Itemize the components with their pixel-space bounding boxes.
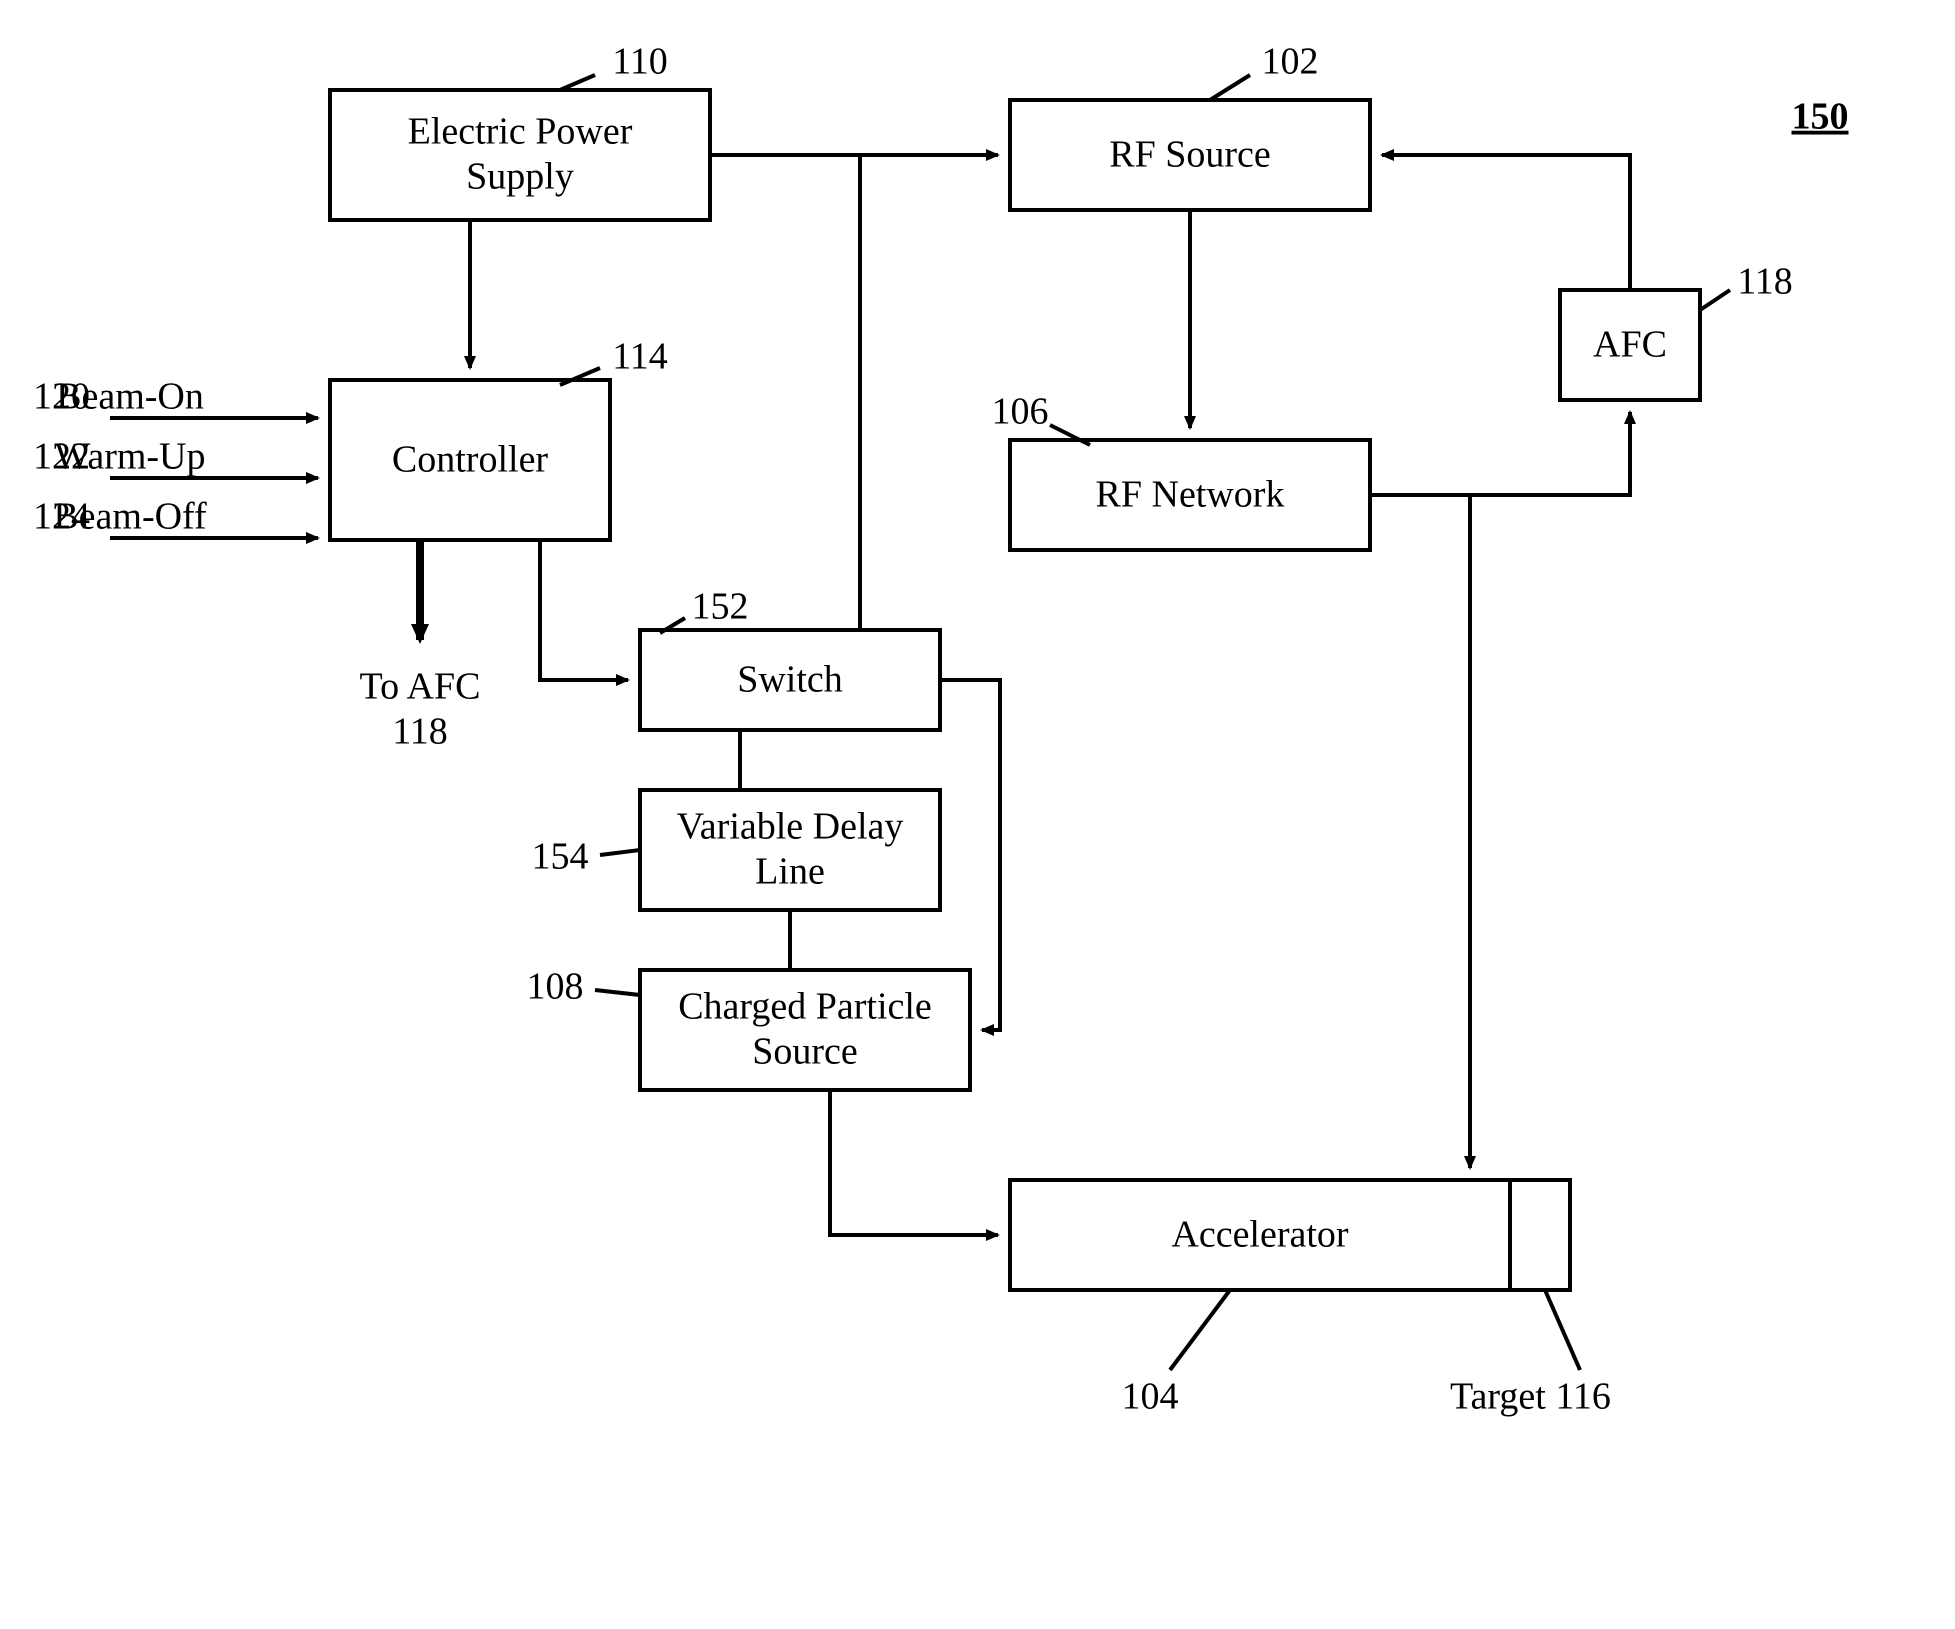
leader-target [1545,1290,1580,1370]
leader-118 [1700,290,1730,310]
node-power-supply: Electric Power Supply [330,90,710,220]
edge-rfnetwork-to-afc [1470,412,1630,495]
node-accelerator: Accelerator [1010,1180,1570,1290]
input-beam-on: 120 Beam-On [33,376,318,418]
to-afc-label-1: To AFC [360,666,481,708]
node-delay: Variable Delay Line [640,790,940,910]
power-supply-label-1: Electric Power [408,111,633,153]
edge-cps-to-accelerator [830,1090,998,1235]
label-warm-up: Warm-Up [55,436,206,478]
ref-118: 118 [1737,261,1793,303]
leader-108 [595,990,640,995]
leader-154 [600,850,640,855]
input-warm-up: 122 Warm-Up [33,436,318,478]
node-afc: AFC [1560,290,1700,400]
label-beam-on: Beam-On [56,376,204,418]
edge-controller-to-switch [540,540,628,680]
edge-rfnetwork-to-accelerator [1370,495,1470,1168]
delay-label-1: Variable Delay [677,806,904,848]
ref-152: 152 [692,586,749,628]
label-beam-off: Beam-Off [53,496,207,538]
switch-label: Switch [737,659,843,701]
node-rf-source: RF Source [1010,100,1370,210]
to-afc-label-2: 118 [392,711,448,753]
node-switch: Switch [640,630,940,730]
power-supply-label-2: Supply [466,156,574,198]
node-cps: Charged Particle Source [640,970,970,1090]
edge-afc-to-rfsource [1382,155,1630,290]
ref-110: 110 [612,41,668,83]
rf-network-label: RF Network [1096,474,1285,516]
delay-label-2: Line [755,851,825,893]
node-controller: Controller [330,380,610,540]
ref-154: 154 [532,836,589,878]
leader-104 [1170,1290,1230,1370]
afc-label: AFC [1593,324,1667,366]
ref-108: 108 [527,966,584,1008]
leader-102 [1210,75,1250,100]
ref-target-116: Target 116 [1450,1376,1611,1418]
input-beam-off: 124 Beam-Off [33,496,318,538]
cps-label-1: Charged Particle [678,986,932,1028]
ref-106: 106 [992,391,1049,433]
cps-label-2: Source [752,1031,858,1073]
figure-id: 150 [1792,96,1849,138]
controller-label: Controller [392,439,549,481]
leader-110 [560,75,595,90]
ref-104: 104 [1122,1376,1179,1418]
accelerator-label: Accelerator [1171,1214,1349,1256]
rf-source-label: RF Source [1109,134,1271,176]
node-rf-network: RF Network [1010,440,1370,550]
ref-114: 114 [612,336,668,378]
block-diagram: Electric Power Supply 110 RF Source 102 … [0,0,1955,1629]
ref-102: 102 [1262,41,1319,83]
